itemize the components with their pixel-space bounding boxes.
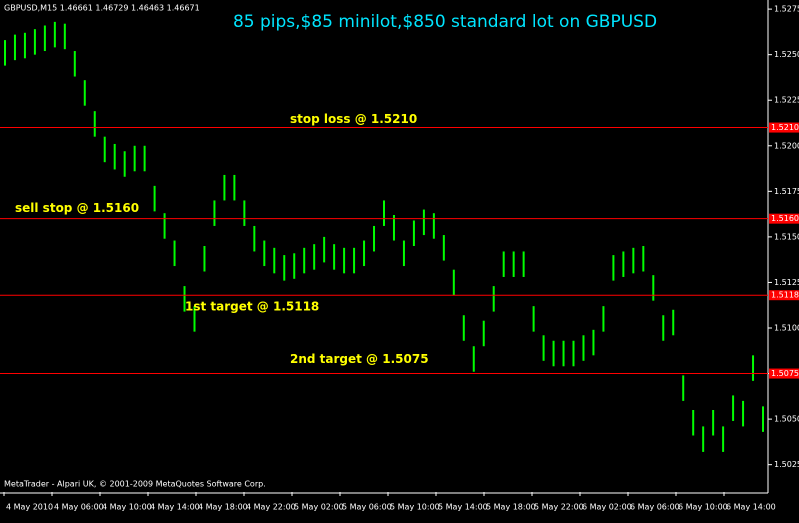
x-tick-label: 4 May 2010 bbox=[6, 503, 53, 512]
x-tick-label: 6 May 10:00 bbox=[678, 503, 728, 512]
x-tick-label: 5 May 18:00 bbox=[486, 503, 536, 512]
y-tick-label: 1.51500 bbox=[774, 232, 799, 241]
x-tick-label: 4 May 18:00 bbox=[198, 503, 248, 512]
x-tick-label: 4 May 06:00 bbox=[54, 503, 104, 512]
x-tick-label: 6 May 02:00 bbox=[582, 503, 632, 512]
x-tick-label: 5 May 06:00 bbox=[342, 503, 392, 512]
level-tag-label: 1.50750 bbox=[771, 369, 799, 378]
symbol-header: GBPUSD,M15 1.46661 1.46729 1.46463 1.466… bbox=[4, 4, 200, 13]
y-tick-label: 1.52500 bbox=[774, 50, 799, 59]
x-tick-label: 5 May 22:00 bbox=[534, 503, 584, 512]
y-tick-label: 1.51250 bbox=[774, 278, 799, 287]
level-tag-label: 1.51600 bbox=[771, 214, 799, 223]
x-tick-label: 6 May 14:00 bbox=[726, 503, 776, 512]
y-tick-label: 1.50250 bbox=[774, 460, 799, 469]
y-tick-label: 1.50500 bbox=[774, 415, 799, 424]
level-tag bbox=[769, 368, 799, 379]
y-tick-label: 1.52250 bbox=[774, 96, 799, 105]
x-tick-label: 4 May 14:00 bbox=[150, 503, 200, 512]
level-annotation: stop loss @ 1.5210 bbox=[290, 112, 417, 126]
x-tick-label: 4 May 22:00 bbox=[246, 503, 296, 512]
y-tick-label: 1.51750 bbox=[774, 187, 799, 196]
level-tag bbox=[769, 213, 799, 224]
level-tag-label: 1.52100 bbox=[771, 123, 799, 132]
x-tick-label: 5 May 10:00 bbox=[390, 503, 440, 512]
level-annotation: sell stop @ 1.5160 bbox=[15, 201, 139, 215]
x-tick-label: 6 May 06:00 bbox=[630, 503, 680, 512]
chart-title: 85 pips,$85 minilot,$850 standard lot on… bbox=[233, 12, 657, 32]
level-annotation: 2nd target @ 1.5075 bbox=[290, 352, 429, 366]
level-tag bbox=[769, 122, 799, 133]
footer: MetaTrader - Alpari UK, © 2001-2009 Meta… bbox=[4, 480, 266, 489]
level-annotation: 1st target @ 1.5118 bbox=[185, 300, 319, 314]
level-tag-label: 1.51180 bbox=[771, 291, 799, 300]
x-tick-label: 5 May 02:00 bbox=[294, 503, 344, 512]
y-tick-label: 1.51000 bbox=[774, 324, 799, 333]
level-tag bbox=[769, 290, 799, 301]
x-tick-label: 5 May 14:00 bbox=[438, 503, 488, 512]
y-tick-label: 1.52000 bbox=[774, 141, 799, 150]
x-tick-label: 4 May 10:00 bbox=[102, 503, 152, 512]
y-tick-label: 1.52750 bbox=[774, 5, 799, 14]
